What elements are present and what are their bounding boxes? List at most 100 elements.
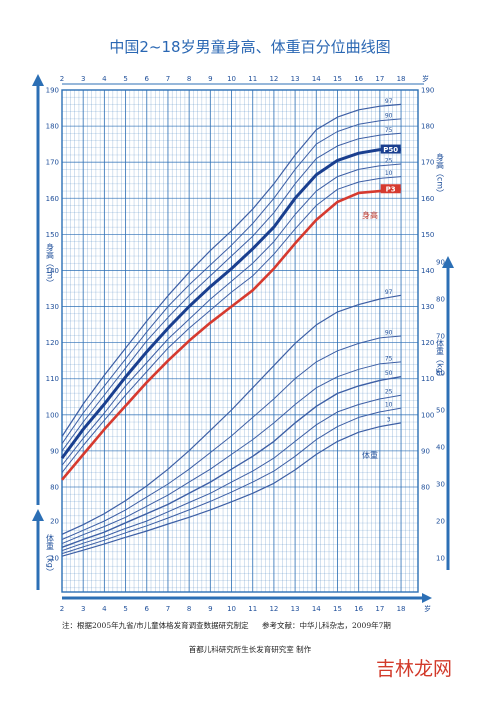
height-axis-label-right: 身高（cm）	[436, 152, 445, 197]
height-tick-left: 120	[46, 339, 59, 347]
age-tick-top: 8	[187, 75, 191, 83]
height-tick-left: 160	[46, 195, 59, 203]
age-tick-top: 18	[397, 75, 406, 83]
height-tick-left: 130	[46, 303, 59, 311]
age-tick-bottom: 9	[208, 605, 212, 613]
height-label-25: 25	[385, 157, 393, 164]
height-tick-right: 180	[421, 123, 434, 131]
weight-line-75	[61, 361, 402, 545]
height-tick-left: 180	[46, 123, 59, 131]
age-tick-bottom: 10	[227, 605, 236, 613]
weight-tick-right: 80	[436, 296, 445, 304]
weight-tick-right: 30	[436, 481, 445, 489]
height-label-10: 10	[385, 170, 393, 177]
age-tick-bottom: 4	[102, 605, 107, 613]
age-tick-bottom: 6	[145, 605, 150, 613]
age-tick-top: 7	[166, 75, 170, 83]
height-label-P50: P50	[383, 146, 398, 154]
height-tick-right: 80	[421, 484, 430, 492]
age-tick-top: 16	[354, 75, 363, 83]
age-tick-bottom: 14	[312, 605, 321, 613]
height-tick-right: 90	[421, 447, 430, 455]
height-label-P3: P3	[386, 185, 396, 193]
height-tick-right: 170	[421, 159, 434, 167]
age-tick-bottom: 11	[248, 605, 257, 613]
age-tick-bottom: 17	[375, 605, 384, 613]
height-label-97: 97	[385, 98, 393, 105]
weight-tick-right: 40	[436, 444, 445, 452]
age-tick-top: 2	[60, 75, 64, 83]
weight-line-50	[61, 376, 402, 548]
age-tick-top: 4	[102, 75, 107, 83]
age-tick-top: 10	[227, 75, 236, 83]
age-tick-bottom: 8	[187, 605, 191, 613]
height-label-box-P50	[380, 144, 401, 154]
age-tick-top: 13	[291, 75, 300, 83]
height-tick-left: 90	[50, 447, 59, 455]
height-tick-right: 100	[421, 411, 434, 419]
weight-axis-arrowhead	[442, 256, 454, 268]
age-tick-bottom: 15	[333, 605, 342, 613]
height-tick-right: 160	[421, 195, 434, 203]
height-tick-right: 190	[421, 87, 434, 95]
age-tick-bottom: 18	[397, 605, 406, 613]
height-label-box-P3	[380, 184, 401, 194]
height-line-25	[61, 163, 402, 466]
height-axis-label-left: 身高（cm）	[46, 242, 55, 287]
age-tick-bottom: 13	[291, 605, 300, 613]
chart-title: 中国2~18岁男童身高、体重百分位曲线图	[109, 38, 390, 56]
age-tick-top: 6	[145, 75, 150, 83]
weight-line-3	[61, 422, 402, 557]
height-tick-left: 100	[46, 411, 59, 419]
height-tick-left: 110	[46, 375, 59, 383]
height-tick-left: 80	[50, 484, 59, 492]
weight-tick-right: 70	[436, 333, 445, 341]
lower-weight-axis-arrowhead	[32, 509, 44, 521]
height-tick-right: 150	[421, 231, 434, 239]
series-lines	[60, 103, 402, 557]
weight-label-97: 97	[385, 289, 393, 296]
height-line-75	[61, 132, 402, 452]
age-tick-top: 3	[81, 75, 85, 83]
weight-line-25	[61, 394, 402, 552]
height-tick-left: 190	[46, 87, 59, 95]
tick-labels: 2 2 3 3 4 4 5 5 6 6 7 7 8 8 9 9 10 10 11 11 12 12 13 13 14 14 15 15…	[46, 74, 445, 613]
age-tick-top: 15	[333, 75, 342, 83]
footnote-credit: 首都儿科研究所生长发育研究室 制作	[189, 644, 312, 654]
weight-line-90	[61, 335, 402, 540]
height-tick-right: 130	[421, 303, 434, 311]
age-unit-top: 岁	[422, 74, 429, 83]
weight-label-90: 90	[385, 330, 393, 337]
weight-tick-left: 10	[50, 555, 59, 563]
footnote-note: 注：根据2005年九省/市儿童体格发育调查数据研究制定	[62, 620, 249, 630]
height-series-label: 身高	[362, 210, 378, 220]
age-tick-top: 5	[123, 75, 127, 83]
height-line-P3	[61, 188, 402, 481]
weight-tick-right: 60	[436, 370, 445, 378]
weight-tick-right: 20	[436, 518, 445, 526]
weight-series-label: 体重	[362, 450, 378, 460]
height-tick-right: 110	[421, 375, 434, 383]
weight-tick-right: 90	[436, 259, 445, 267]
weight-tick-left: 20	[50, 518, 59, 526]
age-unit-bottom: 岁	[424, 604, 431, 613]
height-axis-arrowhead	[32, 74, 44, 86]
age-tick-top: 9	[208, 75, 212, 83]
weight-axis-label-left: 体重（kg）	[46, 533, 55, 576]
age-tick-bottom: 5	[123, 605, 127, 613]
bottom-axis-arrowhead	[422, 593, 432, 603]
height-tick-left: 150	[46, 231, 59, 239]
weight-label-10: 10	[385, 402, 393, 409]
weight-tick-right: 50	[436, 407, 445, 415]
height-label-75: 75	[385, 127, 393, 134]
age-tick-bottom: 3	[81, 605, 85, 613]
age-tick-top: 17	[375, 75, 384, 83]
watermark-text: 吉林龙网	[376, 658, 452, 680]
height-line-97	[61, 103, 402, 437]
height-line-P50	[60, 148, 401, 459]
age-tick-bottom: 16	[354, 605, 363, 613]
footnote-reference: 参考文献：中华儿科杂志，2009年7期	[262, 620, 391, 630]
height-label-90: 90	[385, 112, 393, 119]
